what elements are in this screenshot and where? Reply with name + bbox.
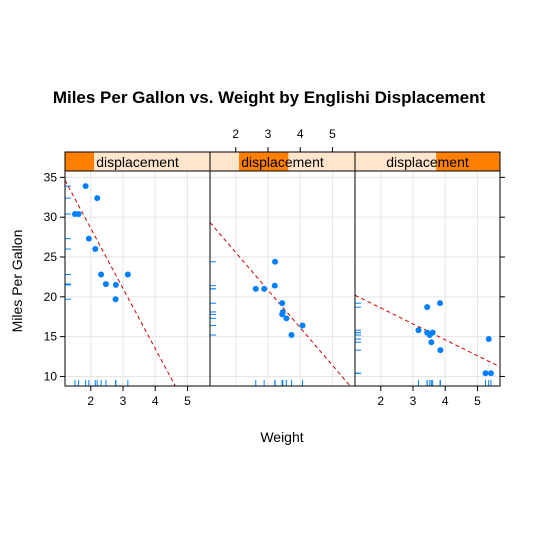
panel-grid [65, 171, 210, 386]
data-point [415, 327, 422, 334]
bottom-x-axis: 2 3 4 5 2 3 4 5 [87, 386, 481, 408]
data-point [437, 347, 444, 354]
left-y-axis: 10 15 20 25 30 35 [44, 170, 505, 383]
data-point [271, 282, 278, 289]
data-point [429, 329, 436, 336]
y-tick-label: 25 [44, 250, 58, 264]
data-point [124, 271, 131, 278]
data-point [252, 285, 259, 292]
x-tick-label: 2 [87, 394, 94, 408]
chart-title: Miles Per Gallon vs. Weight by Englishi … [53, 88, 486, 107]
y-tick-label: 35 [44, 170, 58, 184]
data-point [82, 183, 89, 190]
data-point [261, 285, 268, 292]
x-tick-label: 5 [184, 394, 191, 408]
data-point [92, 246, 99, 253]
strip-background [65, 152, 210, 171]
strip-label: displacement [386, 154, 469, 170]
data-point [98, 271, 105, 278]
x-tick-label: 2 [232, 127, 239, 141]
panel-points [415, 300, 494, 377]
panel-rug [355, 302, 492, 386]
panel-2: displacement [209, 151, 356, 387]
panel-grid [355, 171, 500, 386]
fit-line [65, 180, 176, 386]
data-point [288, 332, 295, 339]
x-tick-label: 3 [410, 394, 417, 408]
x-tick-label: 4 [297, 127, 304, 141]
data-point [102, 281, 109, 288]
x-tick-label: 5 [474, 394, 481, 408]
data-point [272, 258, 279, 265]
fit-line [210, 222, 351, 386]
y-tick-label: 10 [44, 369, 58, 383]
data-point [75, 211, 82, 217]
data-point [85, 235, 92, 242]
data-point [279, 300, 286, 307]
panel-3: displacement [354, 151, 501, 387]
panel-border [209, 170, 356, 387]
panel-border [354, 170, 501, 387]
x-tick-label: 3 [120, 394, 127, 408]
panels-group: displacement displacement displacement [64, 151, 501, 387]
data-point [428, 339, 435, 346]
panel-1: displacement [64, 151, 211, 387]
x-tick-label: 2 [377, 394, 384, 408]
strip-level-indicator [436, 152, 500, 171]
x-tick-label: 4 [442, 394, 449, 408]
data-point [112, 296, 119, 303]
x-tick-label: 4 [152, 394, 159, 408]
data-point [112, 281, 119, 288]
panel-grid [210, 171, 355, 386]
data-point [299, 322, 306, 329]
data-point [487, 370, 494, 377]
strip-border [354, 151, 501, 172]
data-point [437, 300, 444, 307]
strip-level-indicator [239, 152, 289, 171]
data-point [485, 336, 492, 343]
x-axis-label: Weight [260, 429, 303, 445]
panel-points [71, 183, 131, 303]
y-axis-label: Miles Per Gallon [9, 230, 25, 333]
panel-border [64, 170, 211, 387]
data-point [283, 315, 290, 322]
y-tick-label: 30 [44, 210, 58, 224]
top-x-axis: 2 3 4 5 [232, 127, 336, 152]
data-point [482, 370, 489, 377]
y-tick-label: 20 [44, 290, 58, 304]
data-point [424, 304, 431, 311]
strip-label: displacement [96, 154, 179, 170]
panel-rug [210, 261, 303, 386]
panel-points [252, 258, 306, 339]
data-point [94, 195, 101, 202]
data-point [279, 311, 286, 318]
x-tick-label: 5 [329, 127, 336, 141]
strip-label: displacement [241, 154, 324, 170]
strip-level-indicator [65, 152, 94, 171]
y-tick-label: 15 [44, 330, 58, 344]
panel-rug [65, 185, 129, 386]
x-tick-label: 3 [265, 127, 272, 141]
